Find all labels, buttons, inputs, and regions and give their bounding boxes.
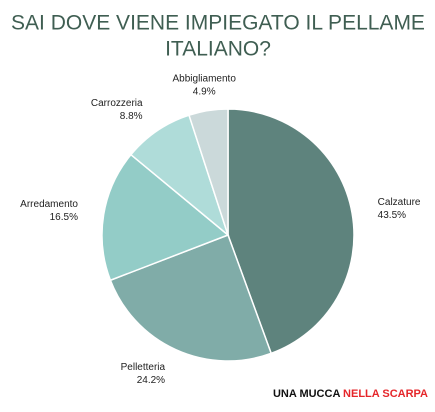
pie-slice [101,153,230,282]
footer-brand-accent: NELLA SCARPA [343,388,428,400]
value-label: 4.9% [193,87,216,98]
value-label: 16.5% [50,212,78,223]
slice-label: Arredamento [20,199,78,210]
slice-label: Pelletteria [121,362,166,373]
slice-label: Carrozzeria [91,98,143,109]
chart-title: SAI DOVE VIENE IMPIEGATO IL PELLAME [11,12,425,35]
chart-title: ITALIANO? [165,38,271,61]
footer-brand: UNA MUCCA [273,388,340,400]
pie-slice [188,108,229,236]
slice-label: Abbigliamento [173,74,237,85]
value-label: 8.8% [120,111,143,122]
value-label: 43.5% [378,210,406,221]
slice-label: Calzature [378,197,421,208]
pie-slice [109,234,273,362]
value-label: 24.2% [137,375,165,386]
pie-slice [227,108,355,355]
footer: UNA MUCCA NELLA SCARPA [273,388,428,400]
